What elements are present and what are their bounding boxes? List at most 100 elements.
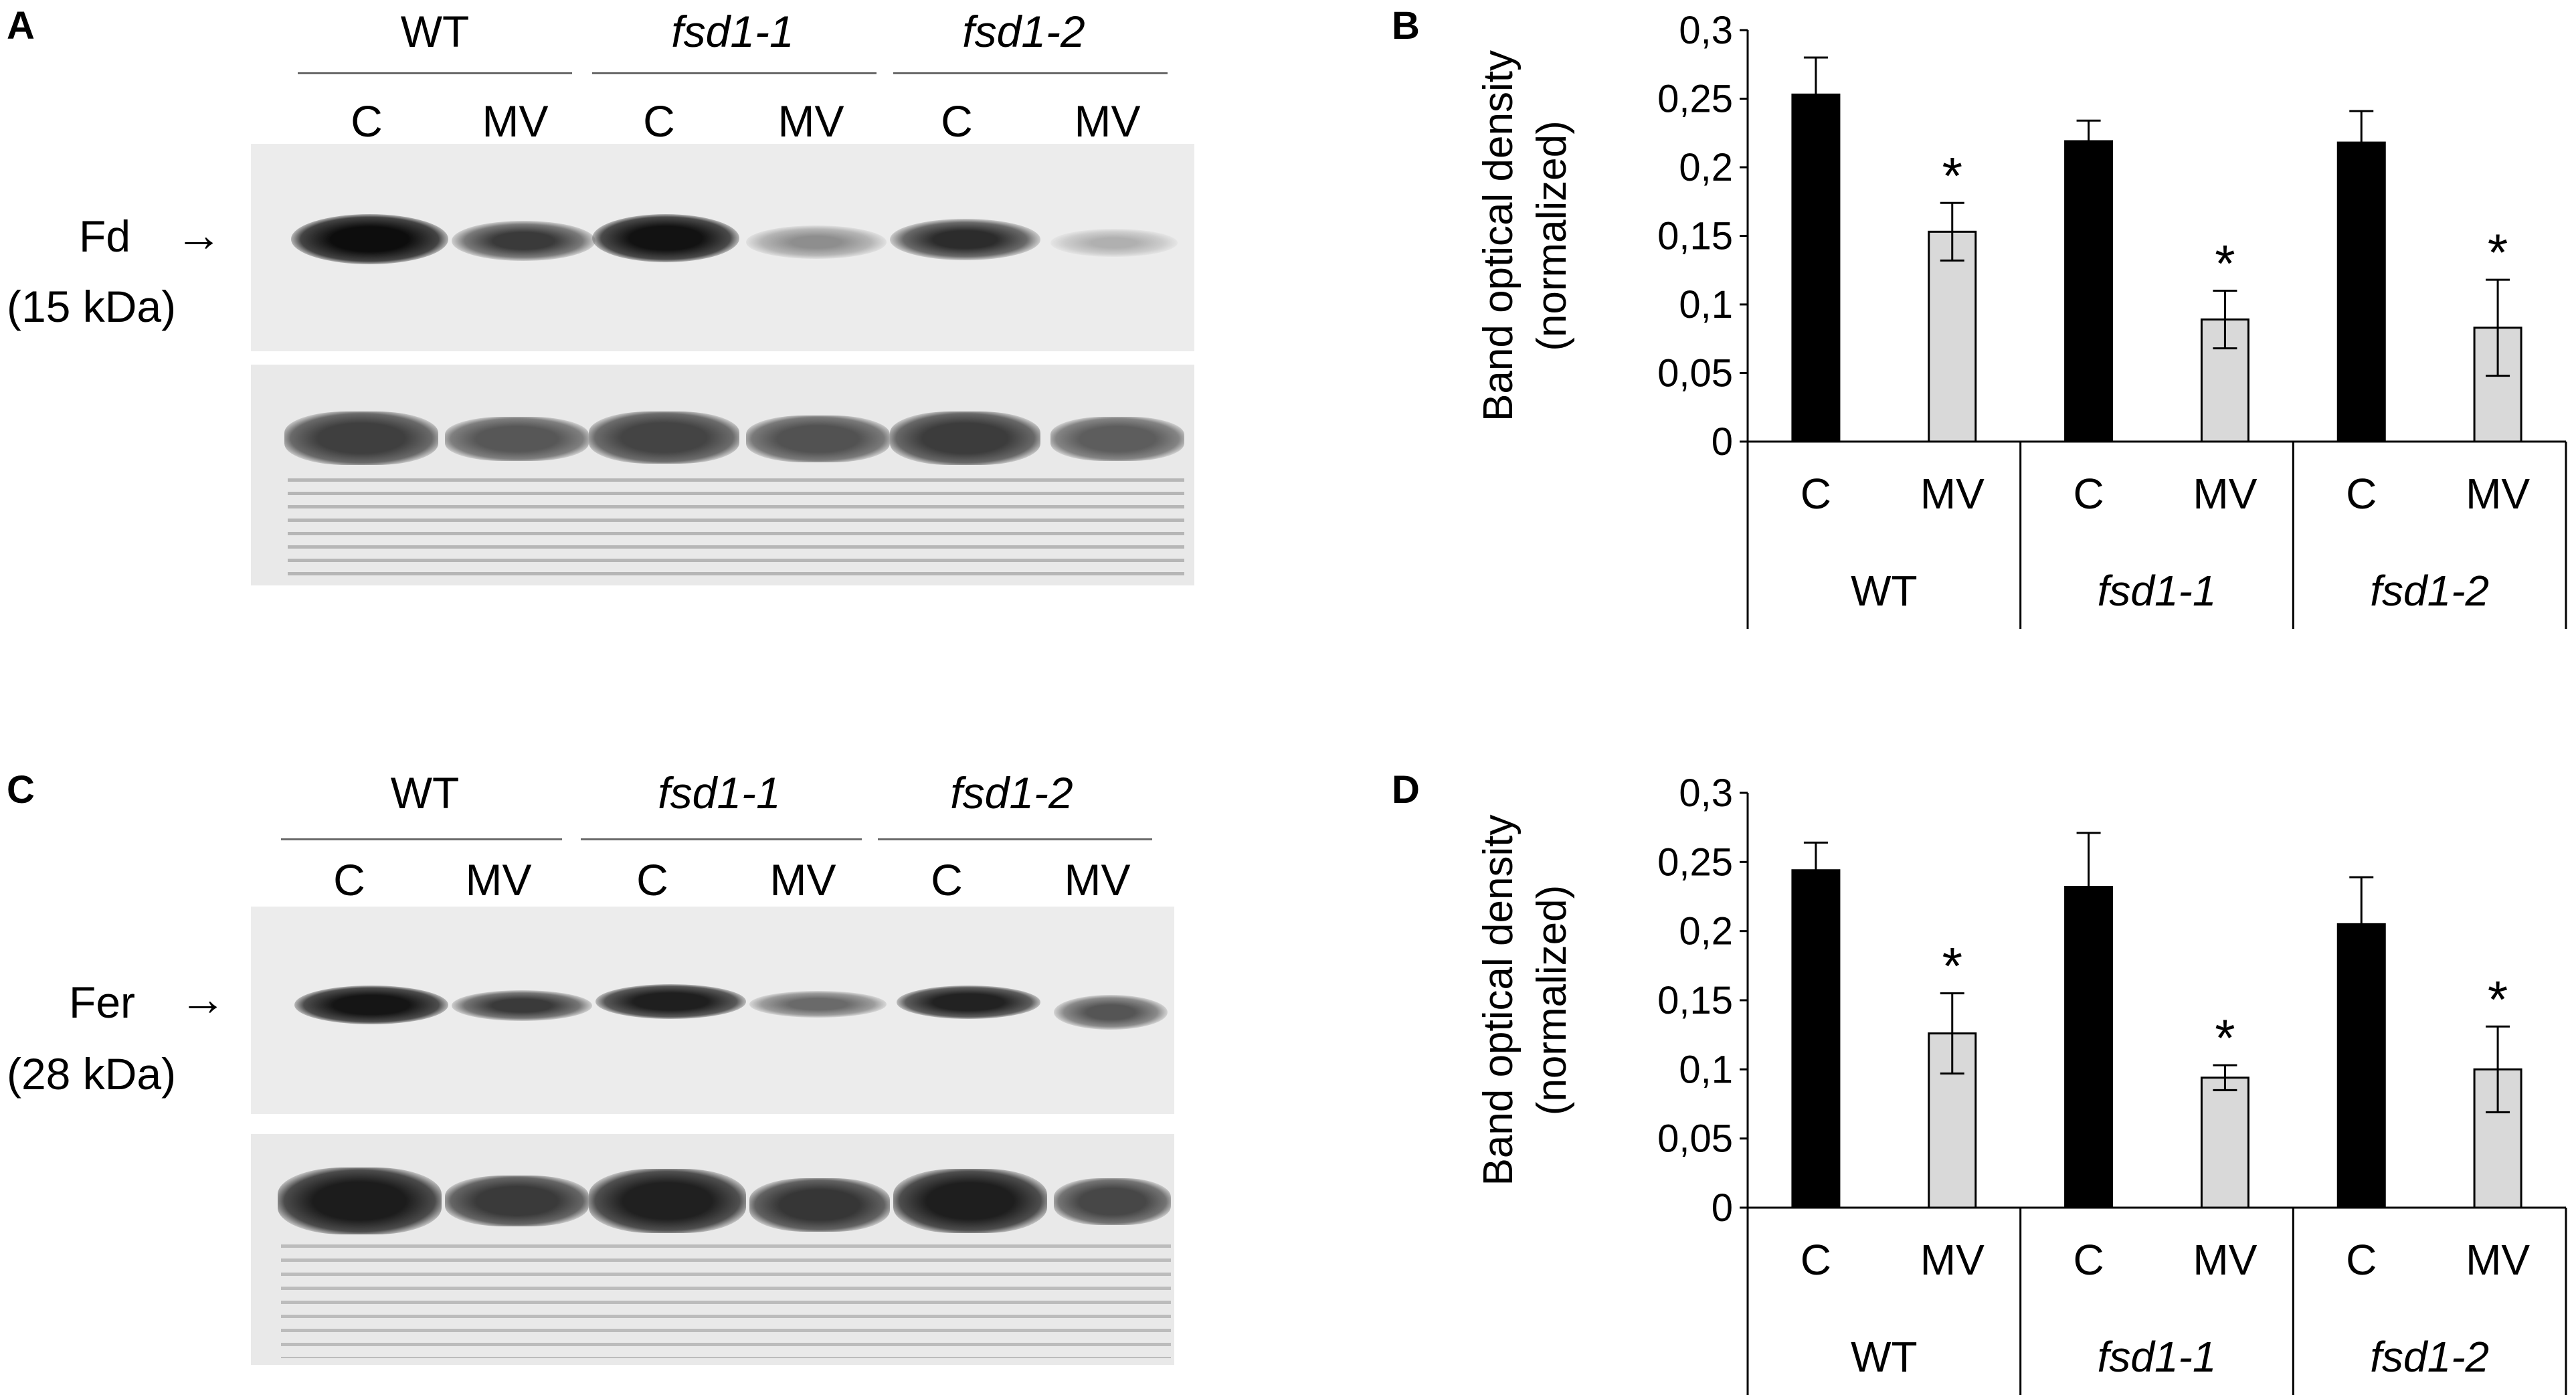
x-category-label: C xyxy=(2346,470,2377,518)
blot-c-group-line-fsd1-2 xyxy=(878,838,1152,840)
blot-c-stain-band xyxy=(893,1169,1047,1233)
x-category-label: MV xyxy=(1920,1236,1985,1284)
blot-c-group-fsd1-2: fsd1-2 xyxy=(950,768,1073,818)
bar xyxy=(1928,230,1977,443)
blot-c-band xyxy=(1054,995,1168,1030)
blot-a-stain-band xyxy=(284,411,438,465)
blot-c-band xyxy=(749,991,887,1018)
x-category-label: C xyxy=(2073,470,2104,518)
significance-marker: * xyxy=(1942,937,1962,996)
blot-a-stain-band xyxy=(445,417,589,461)
y-tick-label: 0,25 xyxy=(1657,840,1733,884)
y-tick-label: 0,15 xyxy=(1657,215,1733,258)
blot-a-band xyxy=(890,219,1040,260)
blot-c-band xyxy=(897,986,1040,1019)
blot-a-stain-band xyxy=(1050,417,1184,461)
blot-a-loading-control-image xyxy=(251,365,1194,585)
arrow-right-icon: → xyxy=(179,973,226,1025)
x-group-label: WT xyxy=(1851,1333,1918,1381)
significance-marker: * xyxy=(2215,1008,2235,1067)
blot-c-protein-size: (28 kDa) xyxy=(7,1049,177,1099)
blot-c-stain-lower-bands xyxy=(281,1244,1171,1358)
blot-a-protein-size: (15 kDa) xyxy=(7,282,177,331)
y-tick-label: 0,15 xyxy=(1657,979,1733,1022)
y-tick-label: 0,1 xyxy=(1679,1048,1733,1091)
panel-letter-b: B xyxy=(1392,4,1420,48)
blot-c-group-fsd1-1: fsd1-1 xyxy=(658,768,781,818)
blot-a-western-image xyxy=(251,144,1194,351)
blot-c-group-line-fsd1-1 xyxy=(581,838,862,840)
blot-c-protein-label: Fer xyxy=(69,977,135,1027)
panel-letter-a: A xyxy=(7,4,35,48)
blot-a-lane-label: MV xyxy=(1074,96,1141,146)
blot-a-band xyxy=(452,221,595,261)
y-tick-label: 0,3 xyxy=(1679,771,1733,815)
blot-a-stain-band xyxy=(890,411,1040,465)
panel-letter-c: C xyxy=(7,768,35,812)
blot-a-band xyxy=(291,214,448,264)
bar xyxy=(1791,869,1841,1209)
x-category-label: C xyxy=(2073,1236,2104,1284)
x-category-label: MV xyxy=(1920,470,1985,518)
bar xyxy=(2064,140,2114,443)
y-tick-label: 0 xyxy=(1712,1186,1733,1230)
arrow-right-icon: → xyxy=(175,209,222,261)
blot-a-lane-label: MV xyxy=(777,96,844,146)
blot-a-stain-lower-bands xyxy=(288,478,1184,579)
x-group-label: fsd1-1 xyxy=(2098,567,2217,615)
bar xyxy=(2200,1077,2249,1209)
y-tick-label: 0,1 xyxy=(1679,283,1733,327)
blot-a-group-line-fsd1-2 xyxy=(893,72,1168,74)
blot-c-stain-band xyxy=(589,1169,746,1233)
blot-a-stain-band xyxy=(746,415,890,462)
y-axis-title-line1: Band optical density xyxy=(1475,815,1522,1186)
blot-c-band xyxy=(452,990,592,1021)
chart-d: Band optical density (normalized) 0 0,05 0,1… xyxy=(1475,771,2567,1395)
blot-c-lane-label: MV xyxy=(1064,855,1131,905)
y-tick-label: 0,05 xyxy=(1657,1117,1733,1161)
significance-marker: * xyxy=(1942,146,1962,205)
blot-c-western-image xyxy=(251,907,1174,1114)
y-axis-title-line2: (normalized) xyxy=(1529,120,1575,351)
blot-a-protein-label: Fd xyxy=(79,211,131,261)
x-group-label: fsd1-1 xyxy=(2098,1333,2217,1381)
x-category-label: C xyxy=(1801,1236,1831,1284)
y-tick-label: 0,2 xyxy=(1679,910,1733,953)
blot-c-band xyxy=(595,984,746,1019)
y-tick-label: 0,25 xyxy=(1657,78,1733,121)
blot-a-lane-label: C xyxy=(643,96,675,146)
bar xyxy=(1791,93,1841,443)
blot-c-group-wt: WT xyxy=(390,768,460,818)
blot-c-band xyxy=(294,986,448,1024)
blot-c-lane-label: MV xyxy=(769,855,836,905)
x-category-label: C xyxy=(2346,1236,2377,1284)
blot-c-lane-label: C xyxy=(931,855,963,905)
blot-a-group-line-fsd1-1 xyxy=(592,72,877,74)
y-axis-title-line1: Band optical density xyxy=(1475,50,1522,422)
y-tick-label: 0 xyxy=(1712,420,1733,464)
blot-c-lane-label: MV xyxy=(465,855,532,905)
x-category-label: MV xyxy=(2466,1236,2530,1284)
blot-a-lane-label: MV xyxy=(482,96,549,146)
blot-a-group-wt: WT xyxy=(400,7,470,56)
y-tick-label: 0,2 xyxy=(1679,146,1733,189)
blot-a-group-fsd1-1: fsd1-1 xyxy=(671,7,794,56)
blot-c-stain-band xyxy=(1054,1178,1171,1225)
blot-c-group-line-wt xyxy=(281,838,562,840)
blot-a-group-fsd1-2: fsd1-2 xyxy=(962,7,1085,56)
x-group-label: fsd1-2 xyxy=(2370,567,2489,615)
blot-a-band xyxy=(746,225,887,259)
blot-a-band xyxy=(592,214,739,262)
x-category-label: MV xyxy=(2193,1236,2257,1284)
blot-c-stain-band xyxy=(749,1178,890,1232)
blot-a-lane-label: C xyxy=(941,96,973,146)
blot-a-group-line-wt xyxy=(298,72,572,74)
x-group-label: WT xyxy=(1851,567,1918,615)
significance-marker: * xyxy=(2488,969,2508,1028)
significance-marker: * xyxy=(2488,223,2508,282)
blot-c-lane-label: C xyxy=(636,855,668,905)
chart-b: Band optical density (normalized) 0 0,05 0,1… xyxy=(1475,9,2567,629)
y-tick-label: 0,05 xyxy=(1657,352,1733,395)
panel-letter-d: D xyxy=(1392,768,1420,812)
blot-c-stain-band xyxy=(278,1168,442,1234)
